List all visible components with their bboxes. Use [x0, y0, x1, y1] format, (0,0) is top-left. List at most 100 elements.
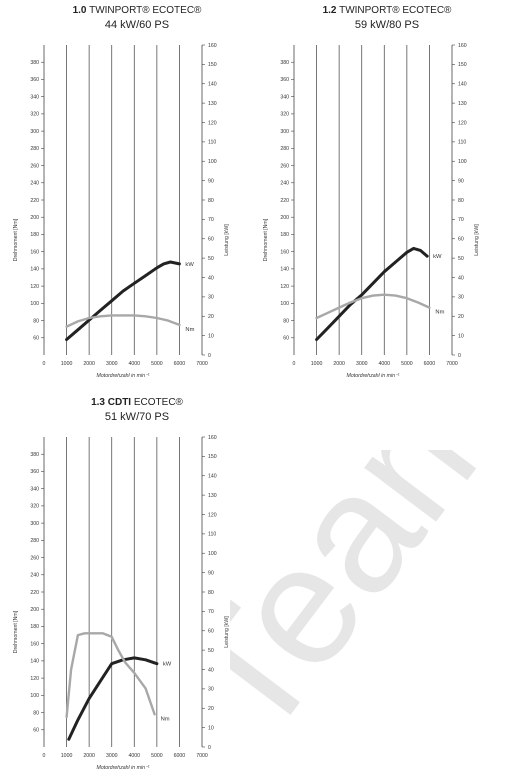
right-tick-label: 50	[208, 256, 214, 262]
right-tick-label: 0	[208, 353, 211, 359]
right-tick-label: 60	[458, 237, 464, 243]
x-axis-label: Motordrehzahl in min⁻¹	[97, 765, 150, 771]
chart-title-rest: TWINPORT® ECOTEC®	[336, 5, 452, 16]
chart-panel-1: 1.0 TWINPORT® ECOTEC® 44 kW/60 PS 60 80 10…	[13, 4, 252, 379]
right-tick-label: 120	[208, 512, 217, 518]
x-tick-label: 5000	[401, 361, 413, 367]
left-tick-label: 60	[33, 728, 39, 734]
left-tick-label: 180	[30, 624, 39, 630]
left-tick-label: 240	[280, 181, 289, 187]
right-tick-label: 20	[208, 314, 214, 320]
right-tick-label: 150	[458, 62, 467, 68]
left-tick-label: 320	[280, 112, 289, 118]
left-tick-label: 300	[280, 129, 289, 135]
chart-title-2: 1.2 TWINPORT® ECOTEC® 59 kW/80 PS	[272, 4, 502, 32]
left-tick-label: 140	[30, 659, 39, 665]
right-tick-label: 10	[208, 725, 214, 731]
right-tick-label: 110	[458, 140, 466, 146]
right-tick-label: 40	[208, 667, 214, 673]
y-axis-label-right: Leistung [kW]	[224, 616, 230, 648]
left-tick-label: 260	[30, 163, 39, 169]
left-tick-label: 380	[30, 452, 39, 458]
x-tick-label: 2000	[83, 361, 95, 367]
left-tick-label: 260	[280, 163, 289, 169]
right-tick-label: 70	[208, 217, 214, 223]
x-tick-label: 2000	[333, 361, 345, 367]
chart-title-bold: 1.0	[72, 5, 87, 16]
left-tick-label: 380	[30, 60, 39, 66]
right-tick-label: 50	[208, 648, 214, 654]
x-tick-label: 4000	[379, 361, 391, 367]
right-tick-label: 100	[208, 551, 217, 557]
right-tick-label: 120	[458, 120, 467, 126]
chart-2-plot: 6080100120140160180200220240260280300320…	[263, 43, 480, 379]
right-tick-label: 40	[208, 275, 214, 281]
series-label-nm: Nm	[435, 310, 444, 316]
left-tick-label: 240	[30, 573, 39, 579]
x-tick-label: 5000	[151, 361, 163, 367]
right-tick-label: 130	[208, 493, 217, 499]
right-tick-label: 60	[208, 629, 214, 635]
left-tick-label: 80	[33, 710, 39, 716]
left-tick-label: 80	[33, 318, 39, 324]
right-tick-label: 30	[458, 295, 464, 301]
left-tick-label: 320	[30, 504, 39, 510]
right-tick-label: 80	[208, 198, 214, 204]
right-tick-label: 130	[458, 101, 467, 107]
right-tick-label: 0	[458, 353, 461, 359]
left-tick-label: 240	[30, 181, 39, 187]
x-tick-label: 1000	[61, 361, 73, 367]
series-line-nm	[315, 293, 431, 320]
x-tick-label: 6000	[424, 361, 436, 367]
left-tick-label: 100	[30, 301, 39, 307]
left-tick-label: 120	[30, 284, 39, 290]
series-line-kw	[315, 246, 429, 341]
x-tick-label: 6000	[174, 753, 186, 759]
right-tick-label: 160	[458, 43, 467, 49]
right-tick-label: 20	[208, 706, 214, 712]
left-tick-label: 120	[30, 676, 39, 682]
right-tick-label: 140	[208, 82, 217, 88]
series-line-nm	[65, 632, 156, 719]
x-tick-label: 1000	[311, 361, 323, 367]
x-tick-label: 0	[293, 361, 296, 367]
right-tick-label: 140	[208, 474, 217, 480]
series-line-nm	[65, 314, 181, 328]
left-tick-label: 100	[280, 301, 289, 307]
right-tick-label: 70	[458, 217, 464, 223]
right-tick-label: 20	[458, 314, 464, 320]
watermark: Team	[230, 450, 525, 772]
left-tick-label: 340	[30, 94, 39, 100]
left-tick-label: 300	[30, 521, 39, 527]
left-tick-label: 120	[280, 284, 289, 290]
right-tick-label: 80	[458, 198, 464, 204]
right-tick-label: 10	[208, 333, 214, 339]
right-tick-label: 70	[208, 609, 214, 615]
left-tick-label: 200	[280, 215, 289, 221]
left-tick-label: 380	[280, 60, 289, 66]
x-tick-label: 4000	[129, 361, 141, 367]
left-tick-label: 160	[280, 249, 289, 255]
left-tick-label: 60	[283, 336, 289, 342]
series-label-kw: kW	[433, 254, 442, 260]
right-tick-label: 140	[458, 82, 467, 88]
x-tick-label: 2000	[83, 753, 95, 759]
chart-title-bold: 1.2	[322, 5, 337, 16]
left-tick-label: 100	[30, 693, 39, 699]
left-tick-label: 260	[30, 555, 39, 561]
x-tick-label: 3000	[356, 361, 368, 367]
left-tick-label: 160	[30, 641, 39, 647]
right-tick-label: 160	[208, 43, 217, 49]
left-tick-label: 80	[283, 318, 289, 324]
right-tick-label: 80	[208, 590, 214, 596]
left-tick-label: 220	[30, 198, 39, 204]
series-label-kw: kW	[185, 262, 194, 268]
left-tick-label: 360	[30, 469, 39, 475]
right-tick-label: 100	[458, 159, 467, 165]
right-tick-label: 110	[208, 140, 216, 146]
chart-title-bold: 1.3 CDTI	[91, 397, 132, 408]
right-tick-label: 150	[208, 454, 217, 460]
chart-panel-2: 1.2 TWINPORT® ECOTEC® 59 kW/80 PS 60 80 10…	[263, 4, 502, 379]
right-tick-label: 30	[208, 687, 214, 693]
left-tick-label: 360	[30, 77, 39, 83]
